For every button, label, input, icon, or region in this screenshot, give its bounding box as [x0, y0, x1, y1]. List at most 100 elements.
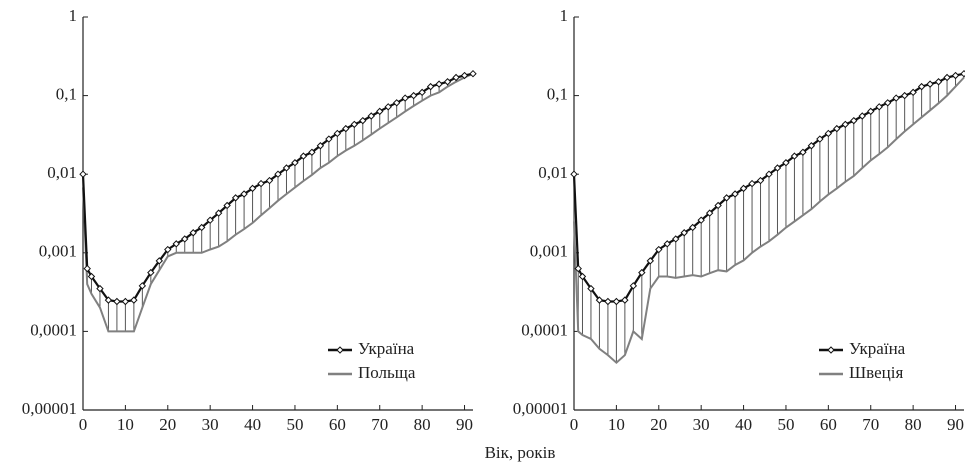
legend-marker	[827, 346, 835, 354]
y-tick-label: 0,1	[56, 85, 77, 104]
series-marker	[342, 124, 350, 133]
y-tick-label: 0,01	[47, 163, 77, 182]
x-tick-label: 80	[905, 415, 922, 434]
series-marker	[435, 80, 443, 88]
series-marker	[697, 216, 705, 224]
series-marker	[87, 272, 96, 281]
series-marker	[409, 91, 418, 100]
series-marker	[748, 179, 756, 188]
series-marker	[765, 170, 773, 178]
series-marker	[367, 112, 375, 120]
series-marker	[172, 240, 180, 248]
series-marker	[900, 91, 909, 100]
x-tick-label: 20	[650, 415, 667, 434]
series-marker	[850, 116, 858, 125]
y-tick-label: 0,001	[530, 242, 568, 261]
legend-label: Україна	[849, 339, 906, 358]
x-tick-label: 10	[117, 415, 134, 434]
series-marker	[147, 268, 155, 277]
series-marker	[282, 164, 291, 172]
legend-label: Швеція	[849, 363, 903, 382]
series-marker	[83, 264, 91, 273]
series-marker	[164, 245, 172, 254]
series-marker	[680, 229, 688, 237]
series-marker	[587, 284, 595, 293]
series-marker	[892, 94, 900, 102]
x-tick-label: 0	[570, 415, 579, 434]
series-marker	[824, 129, 833, 138]
series-marker	[197, 223, 206, 232]
series-marker	[799, 148, 807, 156]
y-tick-label: 0,0001	[30, 320, 77, 339]
series-marker	[248, 184, 257, 193]
series-marker	[722, 194, 731, 202]
x-tick-label: 70	[371, 415, 388, 434]
series-marker	[96, 284, 104, 293]
x-axis-label: Вік, років	[485, 443, 556, 462]
series-marker	[858, 112, 866, 120]
x-tick-label: 30	[202, 415, 219, 434]
legend-label: Україна	[358, 339, 415, 358]
legend-label: Польща	[358, 363, 416, 382]
series-marker	[782, 159, 790, 167]
series-marker	[833, 124, 841, 133]
series-marker	[257, 179, 265, 188]
series-marker	[469, 69, 477, 78]
series-marker	[739, 184, 748, 193]
y-tick-label: 0,00001	[22, 399, 77, 418]
x-tick-label: 90	[456, 415, 473, 434]
series-marker	[240, 190, 248, 198]
series-marker	[731, 190, 739, 198]
x-tick-label: 50	[777, 415, 794, 434]
x-tick-label: 40	[735, 415, 752, 434]
series-marker	[231, 194, 240, 202]
series-marker	[443, 78, 452, 86]
legend-marker	[336, 346, 344, 354]
series-marker	[595, 296, 604, 304]
series-marker	[452, 73, 460, 82]
x-tick-label: 60	[820, 415, 837, 434]
y-tick-label: 1	[560, 6, 569, 25]
series-marker	[612, 297, 621, 306]
x-tick-label: 50	[286, 415, 303, 434]
series-marker	[807, 142, 816, 150]
series-marker	[274, 170, 282, 178]
series-marker	[401, 94, 409, 102]
series-marker	[790, 152, 799, 160]
series-marker	[113, 297, 121, 306]
x-tick-label: 90	[947, 415, 964, 434]
series-marker	[672, 235, 680, 243]
series-marker	[604, 297, 612, 306]
series-marker	[79, 170, 87, 178]
series-marker	[773, 164, 782, 172]
series-marker	[155, 257, 164, 265]
y-tick-label: 0,001	[39, 242, 77, 261]
series-marker	[816, 135, 824, 143]
series-marker	[638, 268, 646, 277]
x-tick-label: 60	[329, 415, 346, 434]
series-marker	[621, 296, 629, 304]
series-marker	[934, 78, 943, 86]
series-marker	[333, 129, 342, 138]
series-marker	[214, 209, 223, 217]
series-marker	[705, 209, 714, 217]
series-marker	[130, 296, 138, 304]
series-marker	[883, 99, 892, 107]
series-marker	[960, 69, 965, 78]
x-tick-label: 80	[414, 415, 431, 434]
series-marker	[418, 88, 426, 97]
series-marker	[291, 159, 299, 167]
series-marker	[138, 282, 147, 290]
series-marker	[688, 223, 697, 232]
series-marker	[917, 82, 926, 91]
series-marker	[265, 176, 274, 185]
series-marker	[121, 297, 130, 306]
series-marker	[359, 116, 367, 125]
series-line	[573, 76, 965, 365]
series-line	[82, 72, 474, 333]
series-marker	[714, 201, 722, 210]
x-tick-label: 70	[862, 415, 879, 434]
y-tick-label: 0,01	[538, 163, 568, 182]
series-marker	[926, 80, 934, 88]
series-marker	[655, 245, 663, 254]
